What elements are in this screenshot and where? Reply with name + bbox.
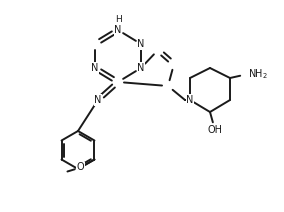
- Text: OH: OH: [208, 125, 222, 135]
- Text: N: N: [94, 95, 102, 105]
- Text: N: N: [137, 63, 145, 73]
- Text: H: H: [115, 15, 121, 25]
- Text: O: O: [77, 163, 84, 173]
- Text: N: N: [114, 25, 122, 35]
- Text: N: N: [186, 95, 194, 105]
- Text: NH$_2$: NH$_2$: [248, 67, 268, 81]
- Text: N: N: [91, 63, 99, 73]
- Text: N: N: [137, 39, 145, 49]
